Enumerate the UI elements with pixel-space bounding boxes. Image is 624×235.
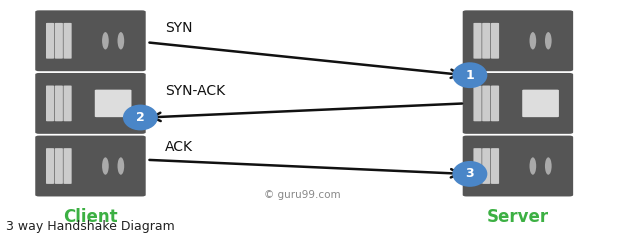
FancyBboxPatch shape bbox=[64, 23, 72, 59]
FancyBboxPatch shape bbox=[55, 23, 63, 59]
FancyBboxPatch shape bbox=[491, 23, 499, 59]
Ellipse shape bbox=[123, 105, 158, 130]
Text: Server: Server bbox=[487, 208, 549, 226]
Ellipse shape bbox=[545, 157, 552, 175]
Text: SYN-ACK: SYN-ACK bbox=[165, 83, 225, 98]
Text: SYN: SYN bbox=[165, 21, 193, 35]
FancyBboxPatch shape bbox=[46, 86, 54, 121]
Text: 3 way Handshake Diagram: 3 way Handshake Diagram bbox=[6, 220, 175, 233]
FancyBboxPatch shape bbox=[46, 148, 54, 184]
Ellipse shape bbox=[102, 32, 109, 50]
FancyBboxPatch shape bbox=[462, 73, 573, 134]
FancyBboxPatch shape bbox=[35, 73, 146, 134]
FancyBboxPatch shape bbox=[462, 10, 573, 71]
Ellipse shape bbox=[452, 161, 487, 187]
Text: 2: 2 bbox=[136, 111, 145, 124]
Text: 3: 3 bbox=[466, 167, 474, 180]
FancyBboxPatch shape bbox=[64, 86, 72, 121]
FancyBboxPatch shape bbox=[55, 86, 63, 121]
Text: Client: Client bbox=[63, 208, 118, 226]
FancyBboxPatch shape bbox=[95, 90, 132, 117]
FancyBboxPatch shape bbox=[482, 23, 490, 59]
FancyBboxPatch shape bbox=[35, 10, 146, 71]
FancyBboxPatch shape bbox=[474, 148, 482, 184]
FancyBboxPatch shape bbox=[64, 148, 72, 184]
FancyBboxPatch shape bbox=[482, 86, 490, 121]
Text: ACK: ACK bbox=[165, 140, 193, 154]
Ellipse shape bbox=[117, 157, 124, 175]
Ellipse shape bbox=[452, 62, 487, 88]
Text: © guru99.com: © guru99.com bbox=[265, 190, 341, 200]
FancyBboxPatch shape bbox=[482, 148, 490, 184]
Ellipse shape bbox=[117, 32, 124, 50]
FancyBboxPatch shape bbox=[46, 23, 54, 59]
FancyBboxPatch shape bbox=[491, 148, 499, 184]
FancyBboxPatch shape bbox=[55, 148, 63, 184]
FancyBboxPatch shape bbox=[35, 136, 146, 196]
Ellipse shape bbox=[530, 157, 536, 175]
Ellipse shape bbox=[545, 32, 552, 50]
Text: 1: 1 bbox=[466, 69, 474, 82]
FancyBboxPatch shape bbox=[522, 90, 559, 117]
FancyBboxPatch shape bbox=[474, 86, 482, 121]
FancyBboxPatch shape bbox=[491, 86, 499, 121]
Ellipse shape bbox=[102, 157, 109, 175]
Ellipse shape bbox=[530, 32, 536, 50]
FancyBboxPatch shape bbox=[474, 23, 482, 59]
FancyBboxPatch shape bbox=[462, 136, 573, 196]
